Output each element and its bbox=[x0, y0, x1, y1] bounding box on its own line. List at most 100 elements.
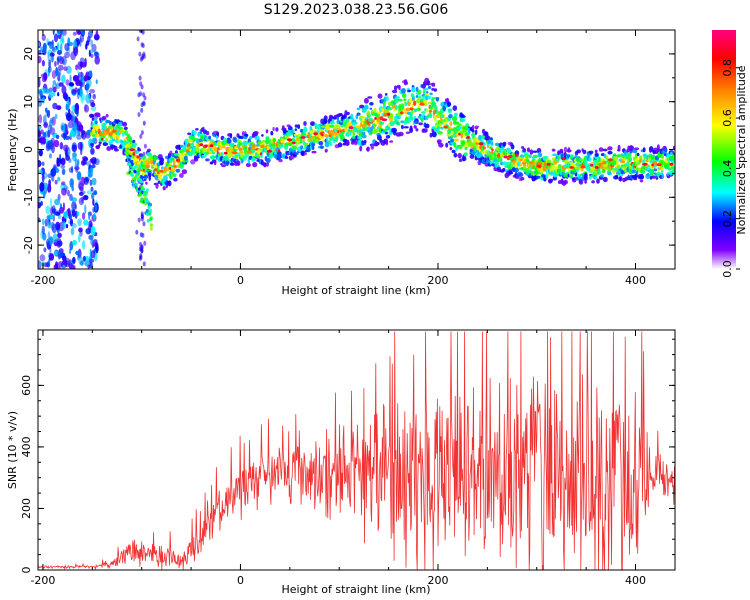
heatmap-cell bbox=[494, 142, 500, 147]
y-tick-label: 200 bbox=[20, 498, 33, 519]
heatmap-cell bbox=[323, 115, 328, 121]
heatmap-cell bbox=[400, 120, 405, 124]
heatmap-cell bbox=[642, 162, 648, 166]
heatmap-cell bbox=[467, 130, 471, 134]
heatmap-cell bbox=[142, 168, 145, 172]
heatmap-cell bbox=[80, 149, 83, 156]
heatmap-cell bbox=[272, 138, 277, 143]
heatmap-cell bbox=[506, 157, 511, 161]
heatmap-cell bbox=[41, 60, 46, 67]
heatmap-cell bbox=[642, 147, 646, 153]
heatmap-cell bbox=[459, 158, 462, 162]
heatmap-cell bbox=[503, 155, 509, 159]
heatmap-cell bbox=[355, 114, 359, 120]
heatmap-cell bbox=[331, 118, 335, 123]
heatmap-cell bbox=[669, 162, 674, 166]
heatmap-cell bbox=[278, 159, 283, 163]
heatmap-cell bbox=[478, 134, 482, 141]
y-tick-label: 10 bbox=[22, 95, 35, 109]
heatmap-cell bbox=[38, 114, 43, 124]
heatmap-cell bbox=[431, 96, 434, 103]
heatmap-cell bbox=[41, 174, 45, 183]
heatmap-cell bbox=[147, 148, 151, 152]
heatmap-cell bbox=[216, 131, 219, 137]
heatmap-cell bbox=[143, 178, 147, 182]
heatmap-cell bbox=[129, 139, 133, 145]
heatmap-cell bbox=[138, 255, 142, 261]
heatmap-cell bbox=[51, 46, 55, 52]
snr-x-ticks: -200 0 200 400 bbox=[30, 330, 646, 587]
heatmap-cell bbox=[370, 144, 375, 150]
heatmap-cell bbox=[213, 159, 217, 166]
heatmap-cell bbox=[216, 150, 219, 154]
heatmap-cell bbox=[389, 117, 392, 122]
heatmap-cell bbox=[47, 183, 52, 193]
heatmap-cell bbox=[616, 164, 621, 170]
heatmap-cell bbox=[46, 215, 50, 220]
heatmap-cell bbox=[137, 148, 142, 152]
heatmap-cell bbox=[51, 70, 57, 79]
heatmap-cell bbox=[633, 156, 636, 161]
heatmap-cell bbox=[72, 153, 77, 162]
heatmap-cell bbox=[140, 248, 144, 254]
heatmap-cell bbox=[71, 105, 75, 112]
heatmap-cell bbox=[415, 95, 419, 98]
heatmap-cell bbox=[563, 179, 568, 185]
heatmap-cell bbox=[628, 156, 633, 163]
heatmap-cell bbox=[38, 97, 43, 107]
heatmap-cell bbox=[588, 157, 592, 162]
heatmap-cell bbox=[159, 159, 164, 166]
heatmap-cell bbox=[92, 93, 96, 100]
heatmap-cell bbox=[584, 158, 588, 164]
heatmap-cell bbox=[599, 174, 605, 178]
heatmap-cell bbox=[54, 61, 57, 67]
heatmap-cell bbox=[53, 264, 57, 269]
heatmap-cell bbox=[133, 169, 137, 174]
heatmap-cell bbox=[594, 149, 598, 154]
heatmap-cell bbox=[42, 42, 47, 52]
x-tick-label: 200 bbox=[427, 574, 448, 587]
heatmap-cell bbox=[529, 161, 532, 165]
heatmap-cell bbox=[64, 51, 70, 59]
heatmap-cell bbox=[526, 147, 531, 153]
heatmap-cell bbox=[83, 157, 89, 162]
heatmap-cell bbox=[311, 150, 317, 154]
heatmap-cell bbox=[59, 158, 62, 164]
heatmap-cell bbox=[616, 154, 622, 158]
heatmap-cell bbox=[448, 109, 452, 114]
heatmap-cell bbox=[126, 154, 130, 159]
heatmap-cell bbox=[82, 240, 86, 250]
heatmap-cell bbox=[181, 169, 188, 175]
heatmap-cell bbox=[80, 93, 87, 102]
heatmap-cell bbox=[425, 93, 429, 97]
heatmap-cell bbox=[396, 115, 401, 120]
heatmap-cell bbox=[404, 101, 408, 106]
heatmap-cell bbox=[593, 176, 598, 179]
y-tick-label: 600 bbox=[20, 375, 33, 396]
heatmap-cell bbox=[179, 173, 184, 178]
heatmap-cell bbox=[95, 145, 100, 150]
heatmap-cell bbox=[49, 55, 54, 63]
heatmap-cell bbox=[256, 153, 261, 158]
heatmap-cell bbox=[102, 134, 105, 138]
heatmap-cell bbox=[77, 88, 81, 96]
heatmap-cell bbox=[38, 260, 42, 269]
heatmap-cell bbox=[63, 144, 69, 152]
heatmap-cell bbox=[520, 146, 525, 149]
heatmap-cell bbox=[143, 240, 147, 246]
heatmap-cell bbox=[374, 121, 378, 125]
heatmap-cell bbox=[275, 127, 279, 132]
heatmap-cell bbox=[126, 147, 130, 151]
heatmap-cell bbox=[213, 147, 218, 152]
heatmap-cell bbox=[39, 88, 42, 98]
heatmap-cell bbox=[330, 130, 334, 133]
heatmap-cell bbox=[154, 168, 158, 172]
heatmap-cell bbox=[278, 149, 281, 153]
heatmap-cell bbox=[244, 133, 249, 137]
heatmap-cell bbox=[56, 56, 60, 66]
heatmap-cell bbox=[500, 161, 504, 166]
heatmap-cell bbox=[57, 240, 63, 247]
heatmap-cell bbox=[149, 223, 153, 227]
heatmap-cell bbox=[280, 138, 285, 144]
heatmap-cell bbox=[90, 147, 95, 155]
